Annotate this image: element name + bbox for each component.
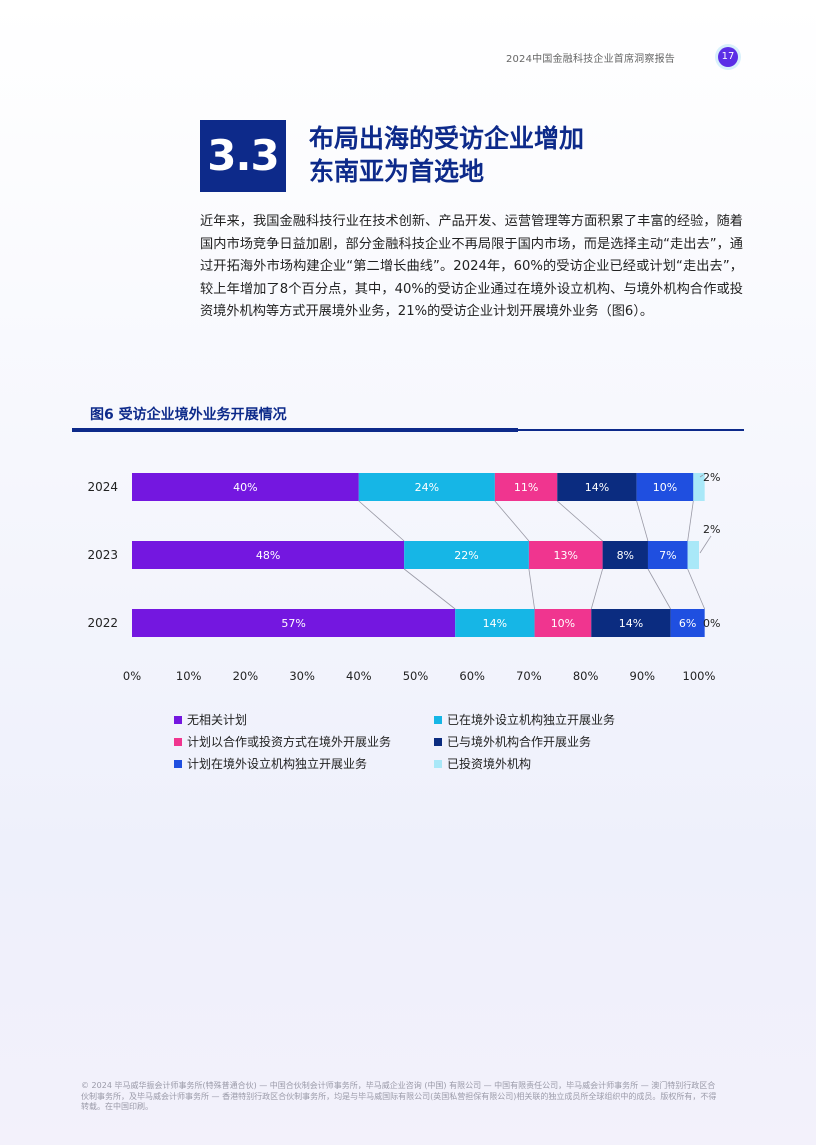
legend-label: 计划以合作或投资方式在境外开展业务 bbox=[187, 735, 392, 749]
figure-title-rule-accent bbox=[72, 428, 518, 432]
connector-line bbox=[687, 500, 694, 542]
bar-segment bbox=[693, 473, 705, 501]
x-tick-label: 80% bbox=[573, 669, 599, 683]
bar-segment bbox=[534, 609, 592, 637]
x-tick-label: 0% bbox=[123, 669, 141, 683]
x-tick-label: 50% bbox=[403, 669, 429, 683]
legend-label: 计划在境外设立机构独立开展业务 bbox=[187, 757, 368, 771]
bar-segment bbox=[132, 609, 456, 637]
legend-label: 已在境外设立机构独立开展业务 bbox=[447, 713, 616, 727]
x-tick-label: 10% bbox=[176, 669, 202, 683]
data-label: 22% bbox=[454, 549, 478, 562]
category-label: 2024 bbox=[87, 480, 118, 494]
bar-segment bbox=[591, 609, 671, 637]
stacked-bar-chart: 2024 40% 24% 11% 14% 10% 2% 2023 48% 22% 13% 8% 7% 2%… bbox=[87, 471, 720, 683]
legend-swatch bbox=[174, 737, 182, 746]
category-label: 2022 bbox=[87, 616, 118, 630]
legend-swatch bbox=[174, 759, 182, 768]
bar-segment bbox=[557, 473, 637, 501]
data-label: 7% bbox=[659, 549, 676, 562]
connector-line bbox=[636, 500, 649, 542]
data-label: 10% bbox=[653, 481, 677, 494]
connector-line bbox=[358, 500, 405, 542]
section-number: 3.3 bbox=[200, 120, 286, 192]
data-label: 48% bbox=[256, 549, 280, 562]
legend-swatch bbox=[434, 715, 442, 724]
page-number-badge: 17 bbox=[718, 47, 738, 67]
copyright-footer: © 2024 毕马威华振会计师事务所(特殊普通合伙) — 中国合伙制会计师事务所… bbox=[81, 1081, 717, 1111]
report-header-title: 2024中国金融科技企业首席洞察报告 bbox=[505, 54, 675, 65]
category-label: 2023 bbox=[87, 548, 118, 562]
x-tick-label: 20% bbox=[233, 669, 259, 683]
legend-label: 无相关计划 bbox=[187, 713, 248, 727]
data-label: 11% bbox=[514, 481, 538, 494]
data-label: 0% bbox=[703, 617, 720, 630]
x-tick-label: 70% bbox=[516, 669, 542, 683]
data-label: 6% bbox=[679, 617, 696, 630]
bar-segment bbox=[528, 541, 603, 569]
legend-swatch bbox=[174, 715, 182, 724]
bar-segment bbox=[404, 541, 529, 569]
legend-swatch bbox=[434, 737, 442, 746]
legend-label: 已投资境外机构 bbox=[447, 757, 532, 771]
connector-line bbox=[403, 568, 456, 610]
data-label: 8% bbox=[617, 549, 634, 562]
x-tick-label: 60% bbox=[459, 669, 485, 683]
connector-line bbox=[687, 568, 706, 610]
bar-segment bbox=[670, 609, 705, 637]
data-label: 14% bbox=[619, 617, 643, 630]
legend-item: 已投资境外机构 bbox=[434, 755, 531, 772]
legend-label: 已与境外机构合作开展业务 bbox=[447, 735, 592, 749]
bar-segment bbox=[494, 473, 558, 501]
connector-line bbox=[528, 568, 535, 610]
data-label: 24% bbox=[415, 481, 439, 494]
data-label: 13% bbox=[554, 549, 578, 562]
section-title: 布局出海的受访企业增加 东南亚为首选地 bbox=[309, 122, 729, 188]
data-label: 57% bbox=[281, 617, 305, 630]
x-tick-label: 100% bbox=[683, 669, 716, 683]
bar-segment bbox=[132, 473, 359, 501]
legend-swatch bbox=[434, 759, 442, 768]
figure-title: 图6 受访企业境外业务开展情况 bbox=[90, 407, 287, 423]
x-tick-label: 40% bbox=[346, 669, 372, 683]
data-label: 40% bbox=[233, 481, 257, 494]
label-leader-line bbox=[699, 474, 704, 478]
legend-item: 无相关计划 bbox=[174, 711, 247, 728]
data-label: 2% bbox=[703, 471, 720, 484]
bar-segment bbox=[687, 541, 699, 569]
legend-item: 计划以合作或投资方式在境外开展业务 bbox=[174, 733, 391, 750]
section-title-line-1: 布局出海的受访企业增加 bbox=[309, 124, 585, 153]
connector-line bbox=[590, 568, 603, 610]
bar-segment bbox=[455, 609, 535, 637]
bar-segment bbox=[132, 541, 405, 569]
x-tick-label: 90% bbox=[630, 669, 656, 683]
label-leader-line bbox=[699, 535, 712, 554]
x-tick-label: 30% bbox=[289, 669, 315, 683]
legend-item: 计划在境外设立机构独立开展业务 bbox=[174, 755, 367, 772]
data-label: 14% bbox=[585, 481, 609, 494]
data-label: 10% bbox=[551, 617, 575, 630]
bar-segment bbox=[358, 473, 495, 501]
section-title-line-2: 东南亚为首选地 bbox=[309, 157, 485, 186]
data-label: 2% bbox=[703, 523, 720, 536]
bar-segment bbox=[602, 541, 648, 569]
connector-line bbox=[494, 500, 530, 542]
connector-line bbox=[647, 568, 671, 610]
bar-segment bbox=[636, 473, 694, 501]
legend-item: 已在境外设立机构独立开展业务 bbox=[434, 711, 615, 728]
legend-item: 已与境外机构合作开展业务 bbox=[434, 733, 591, 750]
connector-line bbox=[556, 500, 603, 542]
body-paragraph: 近年来，我国金融科技行业在技术创新、产品开发、运营管理等方面积累了丰富的经验，随… bbox=[200, 214, 743, 320]
bar-segment bbox=[647, 541, 688, 569]
data-label: 14% bbox=[483, 617, 507, 630]
